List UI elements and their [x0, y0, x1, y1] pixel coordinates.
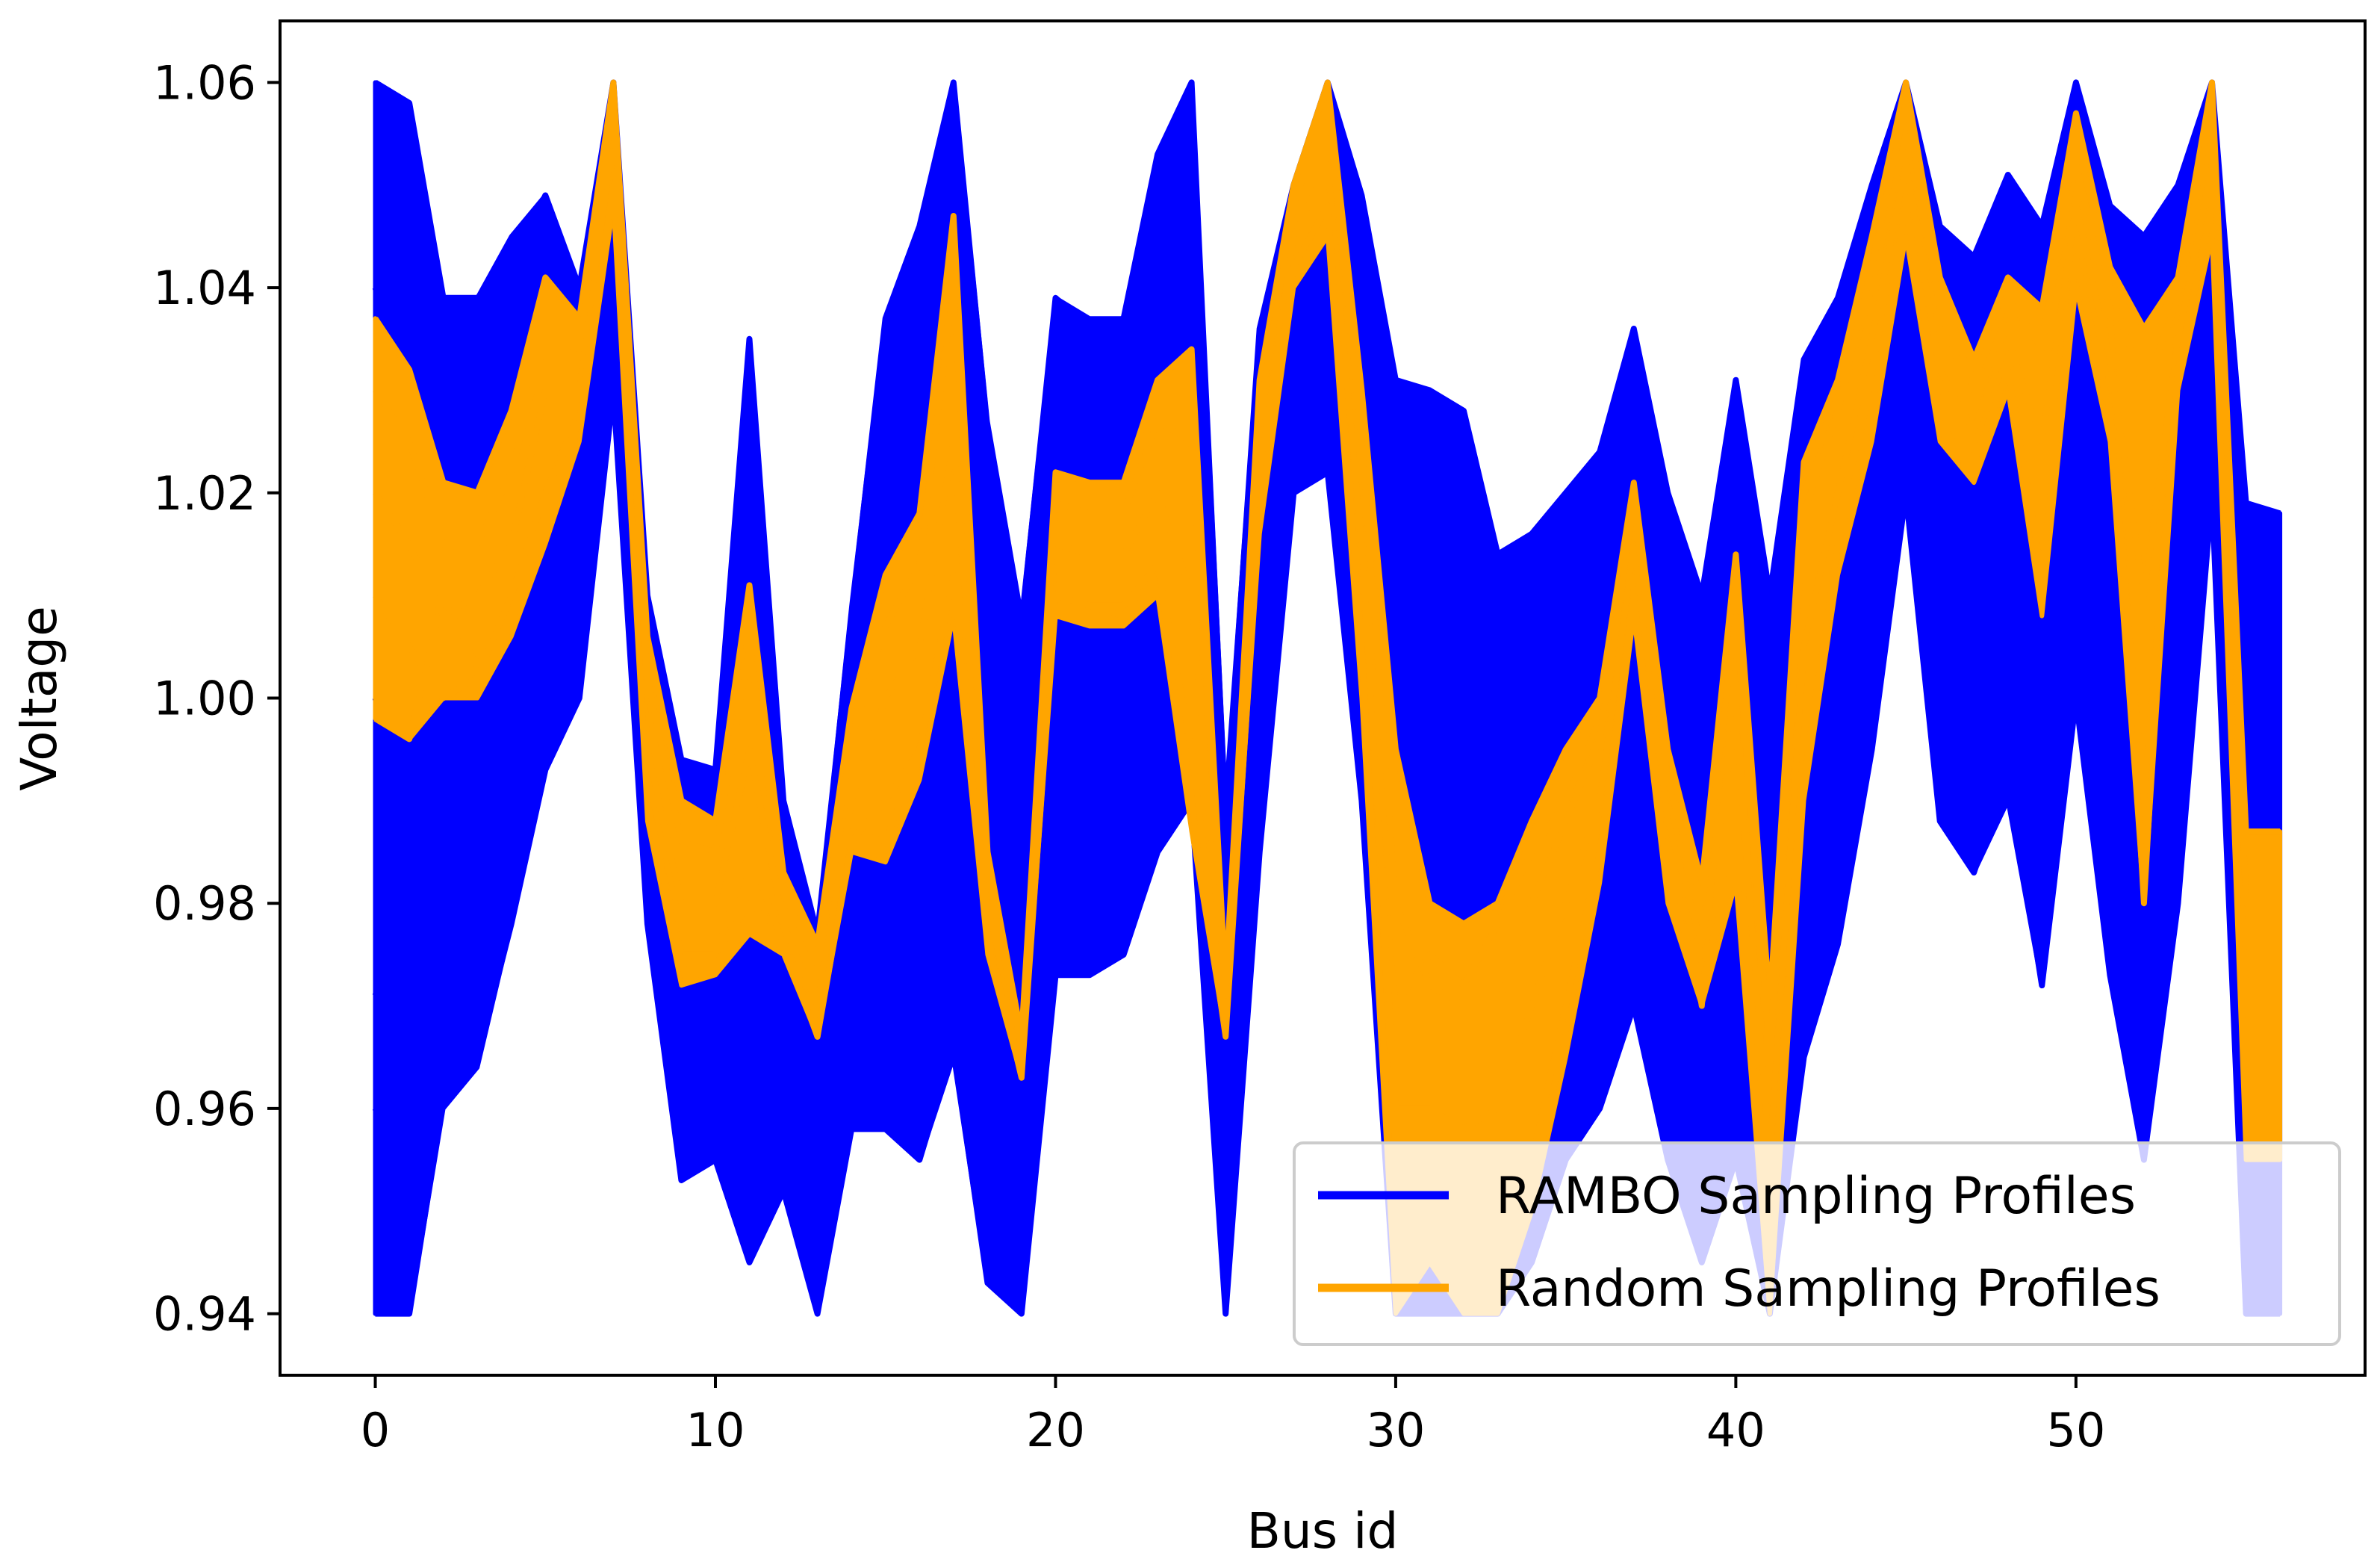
- y-tick-label-1.02: 1.02: [153, 466, 256, 521]
- y-tick-label-1.06: 1.06: [153, 55, 256, 110]
- x-tick-label-0: 0: [361, 1403, 390, 1457]
- x-tick-label-30: 30: [1366, 1403, 1425, 1457]
- y-tick-label-0.98: 0.98: [153, 876, 256, 931]
- legend-label-random: Random Sampling Profiles: [1496, 1259, 2160, 1318]
- y-tick-label-0.94: 0.94: [153, 1287, 256, 1342]
- y-axis-label: Voltage: [10, 606, 68, 791]
- legend-label-rambo: RAMBO Sampling Profiles: [1496, 1167, 2136, 1226]
- random-profile-line-3: [373, 182, 2281, 1265]
- x-tick-label-50: 50: [2046, 1403, 2105, 1457]
- y-tick-label-0.96: 0.96: [153, 1082, 256, 1136]
- random-profile-line-2: [373, 131, 2281, 1163]
- y-tick-label-1.00: 1.00: [153, 672, 256, 726]
- x-axis-label: Bus id: [1247, 1502, 1399, 1559]
- x-tick-label-40: 40: [1706, 1403, 1765, 1457]
- series-random: [373, 79, 2283, 1316]
- legend-frame: [1293, 1141, 2341, 1346]
- random-profile-line-0: [373, 79, 2281, 1040]
- x-tick-label-20: 20: [1026, 1403, 1085, 1457]
- rambo-profile-line-1: [375, 387, 2281, 1317]
- y-tick-label-1.04: 1.04: [153, 261, 256, 315]
- legend: RAMBO Sampling Profiles Random Sampling …: [1293, 1141, 2341, 1346]
- x-tick-label-10: 10: [686, 1403, 745, 1457]
- random-profile-line-4: [373, 99, 2281, 1061]
- series-layer: [372, 79, 2283, 1317]
- rambo-profile-line-2: [372, 285, 2281, 1235]
- axes-layer: 0 10 20 30 40 50 0.94 0.96 0.98 1.00 1.02 1.04 1.06: [153, 19, 2367, 1457]
